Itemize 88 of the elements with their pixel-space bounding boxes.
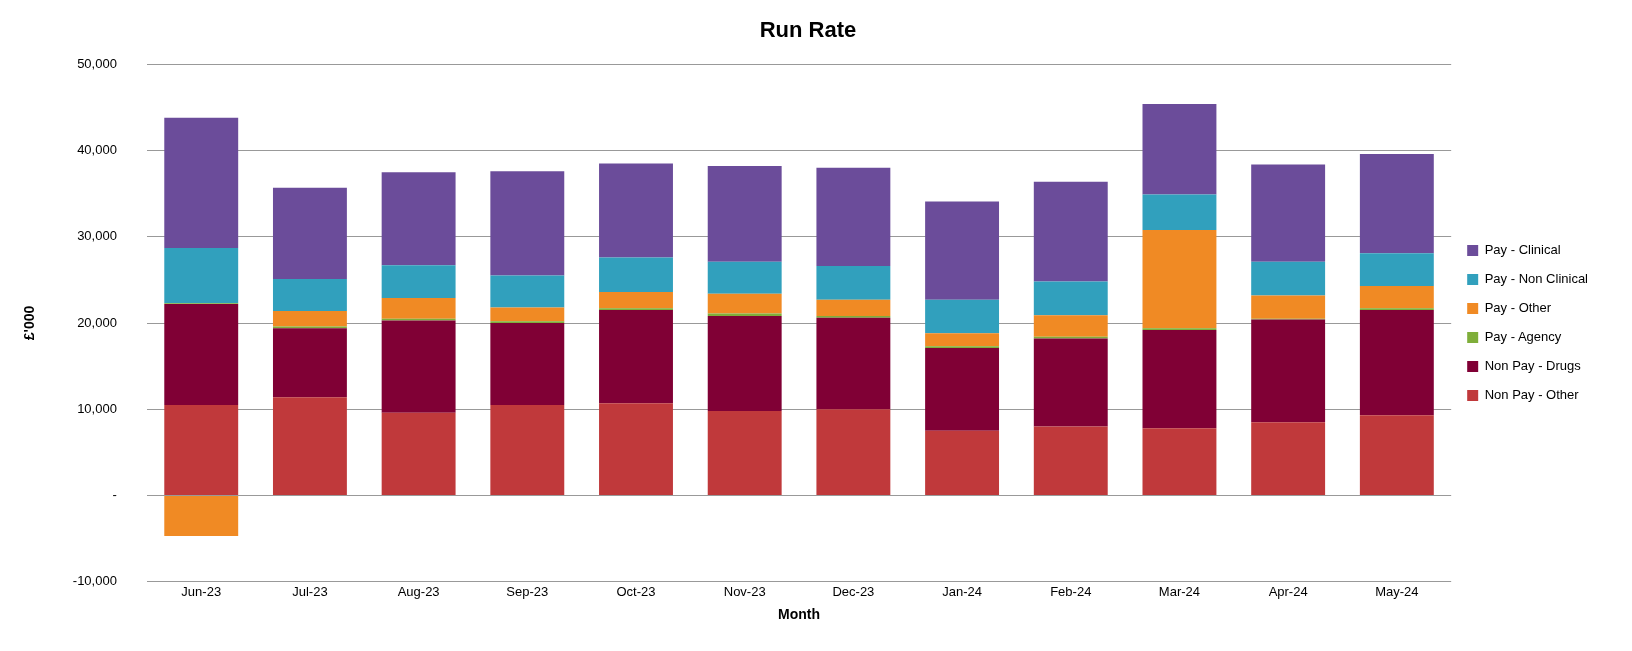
bar [1033,281,1108,316]
bar [707,166,782,262]
chart-title: Run Rate [759,17,857,43]
x-tick-label: Feb-24 [1050,583,1092,599]
bar [272,397,347,495]
bar [1033,315,1108,337]
x-tick-label: May-24 [1375,583,1419,599]
bar [490,307,565,322]
bar [707,293,782,314]
y-tick-label: 50,000 [77,55,117,71]
bar [1033,338,1108,427]
legend-label: Pay - Agency [1484,329,1562,345]
y-tick-label: 40,000 [77,142,117,158]
x-tick-label: Aug-23 [397,583,440,599]
bar [1251,164,1326,262]
bar [381,320,456,413]
bar [490,275,565,308]
bar [1359,154,1434,254]
bar [1142,194,1217,230]
x-tick-label: Nov-23 [723,583,766,599]
bar [1033,181,1108,282]
x-tick-label: Jan-24 [942,583,982,599]
bar [925,201,1000,300]
bar [164,495,239,536]
bar [1251,319,1326,423]
bar [1142,104,1217,195]
x-tick-label: Apr-24 [1268,583,1308,599]
bar [164,248,239,304]
bar [1251,422,1326,495]
x-tick-label: Jul-23 [292,583,328,599]
x-tick-label: Jun-23 [181,583,222,599]
bar [1251,295,1326,319]
x-tick-label: Mar-24 [1158,583,1201,599]
bar [1142,229,1217,329]
bar [1251,261,1326,296]
bar [599,291,673,309]
bar [816,167,891,267]
bar [164,117,239,249]
legend-label: Non Pay - Drugs [1484,358,1582,374]
bar [381,412,456,495]
x-tick-label: Dec-23 [832,583,875,599]
bar [490,171,565,276]
bar [1359,415,1434,495]
x-axis-title: Month [778,606,821,623]
legend-label: Pay - Clinical [1484,242,1561,258]
bar [1142,329,1217,429]
bar [272,310,347,327]
bar [164,404,239,495]
bar [599,403,673,495]
y-tick-label: - [112,486,117,502]
bar [490,404,565,495]
bar [164,304,239,405]
bar [599,257,673,292]
bar [707,261,782,294]
bar [816,409,891,495]
y-axis-title: £'000 [21,305,38,341]
y-tick-label: -10,000 [72,573,117,589]
bar [816,299,891,317]
legend-label: Non Pay - Other [1484,387,1580,403]
y-tick-label: 10,000 [77,400,117,416]
bar [925,333,1000,347]
bar [925,348,1000,431]
bar [1142,428,1217,495]
bar [1359,310,1434,416]
bar [599,310,673,404]
legend-label: Pay - Non Clinical [1484,271,1589,287]
bar [381,298,456,319]
bar [272,187,347,280]
bar [816,317,891,410]
bar [1359,253,1434,286]
y-tick-label: 30,000 [77,228,117,244]
bar [381,172,456,266]
bar [1359,285,1434,309]
bar [272,279,347,311]
bar [707,410,782,495]
y-tick-label: 20,000 [77,314,117,330]
x-tick-label: Oct-23 [616,583,656,599]
bar [1033,426,1108,495]
bar [925,430,1000,495]
x-tick-label: Sep-23 [506,583,549,599]
bar [599,163,673,258]
legend-label: Pay - Other [1484,300,1552,316]
bar [925,299,1000,334]
bar [707,316,782,411]
bar [272,328,347,398]
bar [490,323,565,405]
bar [381,265,456,298]
bar [816,266,891,300]
